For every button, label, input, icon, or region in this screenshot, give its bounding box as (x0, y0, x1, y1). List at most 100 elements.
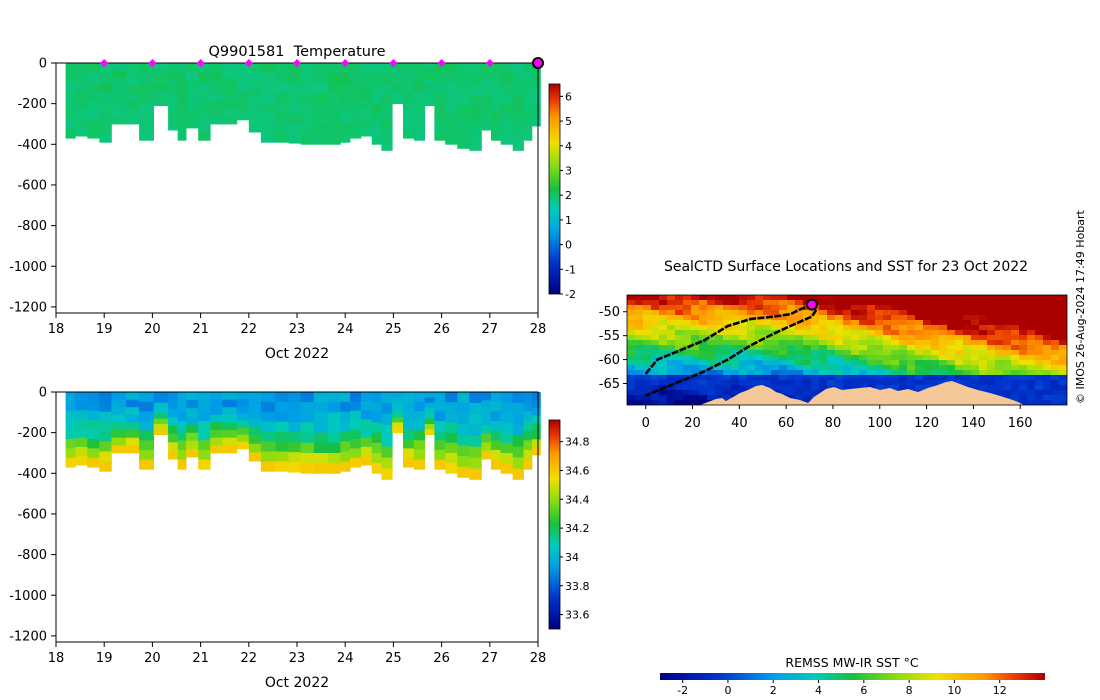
sst-cell (651, 295, 660, 301)
map-x-tick-label: 0 (642, 416, 650, 431)
sst-cell (883, 305, 892, 311)
section-cell (313, 463, 329, 474)
sst-cell (851, 370, 860, 376)
section-cell (65, 401, 76, 412)
sst-cell (1043, 395, 1052, 401)
sst-cell (987, 345, 996, 351)
sst-cell (659, 375, 668, 381)
sst-cell (931, 320, 940, 326)
profile-marker (100, 59, 109, 67)
sst-cell (867, 310, 876, 316)
section-cell (392, 93, 404, 99)
sst-cell (715, 385, 724, 391)
sst-cell (715, 390, 724, 396)
section-cell (75, 428, 88, 439)
y-tick-label: 0 (39, 386, 47, 401)
sst-cell (1019, 375, 1028, 381)
section-cell (111, 116, 127, 125)
x-tick-label: 25 (385, 322, 402, 337)
sst-cell (699, 365, 708, 371)
section-cell (523, 92, 533, 103)
section-cell (381, 128, 393, 140)
section-cell (210, 116, 223, 125)
section-cell (371, 392, 382, 403)
section-cell (198, 82, 211, 93)
sst-cell (755, 335, 764, 341)
section-cell (371, 83, 382, 94)
sst-cell (627, 390, 636, 396)
sst-cell (963, 365, 972, 371)
section-cell (275, 72, 289, 84)
temperature-panel: Q9901581 Temperature 0-200-400-600-800-1… (9, 44, 576, 362)
section-cell (236, 77, 250, 85)
sst-cell (843, 375, 852, 381)
sst-cell (675, 310, 684, 316)
sst-cell (891, 320, 900, 326)
section-cell (210, 445, 223, 454)
sst-cell (803, 375, 812, 381)
sst-cell (907, 365, 916, 371)
section-cell (153, 84, 169, 90)
sst-cell (731, 355, 740, 361)
section-cell (434, 82, 446, 93)
sst-cell (643, 305, 652, 311)
section-cell (177, 440, 187, 451)
section-cell (481, 417, 492, 426)
section-cell (491, 92, 501, 103)
section-cell (491, 440, 501, 451)
section-cell (350, 119, 362, 130)
sst-cell (899, 305, 908, 311)
sst-cell (731, 385, 740, 391)
sst-cell (883, 385, 892, 391)
sst-cell (835, 375, 844, 381)
section-cell (260, 132, 276, 143)
sst-cell (987, 390, 996, 396)
sst-cell (1011, 310, 1020, 316)
section-cell (168, 121, 179, 131)
section-cell (424, 413, 435, 419)
sst-cell (907, 375, 916, 381)
sst-cell (1027, 295, 1036, 301)
section-cell (222, 108, 238, 117)
sst-cell (811, 360, 820, 366)
sst-cell (859, 295, 868, 301)
section-cell (512, 63, 524, 75)
sst-cell (939, 305, 948, 311)
sst-colorbar-tick-label: 0 (724, 684, 731, 697)
section-cell (340, 72, 351, 84)
sst-cell (699, 340, 708, 346)
sst-cell (883, 365, 892, 371)
section-cell (288, 402, 302, 413)
sst-colorbar-tick-label: 8 (906, 684, 913, 697)
section-cell (111, 63, 127, 71)
sst-cell (1019, 355, 1028, 361)
sst-cell (867, 315, 876, 321)
section-cell (523, 430, 533, 441)
sst-cell (875, 345, 884, 351)
section-cell (168, 71, 179, 81)
section-cell (532, 110, 541, 119)
sst-cell (851, 375, 860, 381)
sst-cell (891, 370, 900, 376)
sst-cell (763, 365, 772, 371)
sst-cell (739, 380, 748, 386)
sst-cell (715, 350, 724, 356)
sst-cell (851, 350, 860, 356)
sst-cell (819, 335, 828, 341)
section-cell (210, 407, 223, 416)
sst-cell (947, 375, 956, 381)
sst-cell (747, 345, 756, 351)
sst-cell (1011, 375, 1020, 381)
sst-cell (643, 390, 652, 396)
section-cell (275, 102, 289, 113)
sst-cell (699, 380, 708, 386)
section-cell (275, 411, 289, 423)
section-cell (125, 399, 140, 408)
sst-cell (715, 315, 724, 321)
section-cell (328, 103, 341, 115)
sst-cell (771, 375, 780, 381)
sst-cell (747, 340, 756, 346)
sst-cell (707, 315, 716, 321)
sst-cell (675, 325, 684, 331)
sst-cell (819, 360, 828, 366)
